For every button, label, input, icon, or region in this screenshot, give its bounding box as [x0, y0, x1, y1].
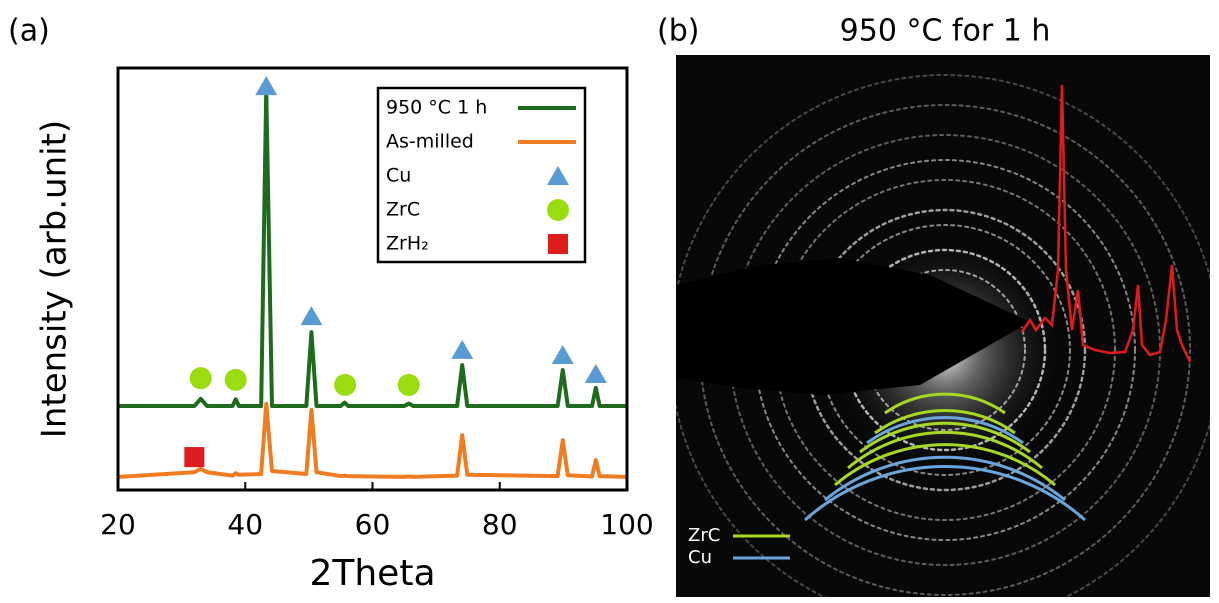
x-tick-label: 40 — [227, 508, 263, 541]
legend-box — [376, 86, 587, 264]
diffraction-image — [676, 55, 1210, 597]
legend-label: 950 °C 1 h — [386, 97, 487, 119]
marker — [334, 373, 357, 396]
legend-label: Cu — [688, 547, 712, 568]
x-tick-label: 80 — [482, 508, 518, 541]
legend-label: ZrC — [386, 199, 420, 221]
x-tick-label: 60 — [355, 508, 391, 541]
legend-label: ZrH₂ — [386, 233, 429, 255]
panel-title: 950 °C for 1 h — [840, 14, 1051, 49]
panel-label: (a) — [8, 14, 50, 49]
x-tick-label: 20 — [100, 508, 136, 541]
panel-label: (b) — [657, 14, 699, 49]
marker — [547, 199, 569, 221]
x-axis-title: 2Theta — [309, 553, 435, 594]
marker — [547, 166, 569, 185]
x-tick-label: 100 — [600, 508, 653, 541]
legend-label: Cu — [386, 165, 411, 187]
data-line — [118, 87, 627, 409]
marker — [397, 373, 420, 396]
marker — [548, 234, 568, 254]
marker — [255, 76, 278, 96]
marker — [584, 363, 607, 383]
marker — [551, 344, 574, 364]
data-line — [117, 401, 628, 479]
marker — [224, 368, 247, 391]
marker — [451, 339, 474, 359]
marker — [189, 367, 212, 390]
y-axis-title: Intensity (arb.unit) — [35, 120, 75, 438]
legend-label: ZrC — [688, 525, 720, 546]
marker — [184, 447, 205, 468]
marker — [300, 306, 323, 326]
legend-label: As-milled — [386, 131, 474, 153]
